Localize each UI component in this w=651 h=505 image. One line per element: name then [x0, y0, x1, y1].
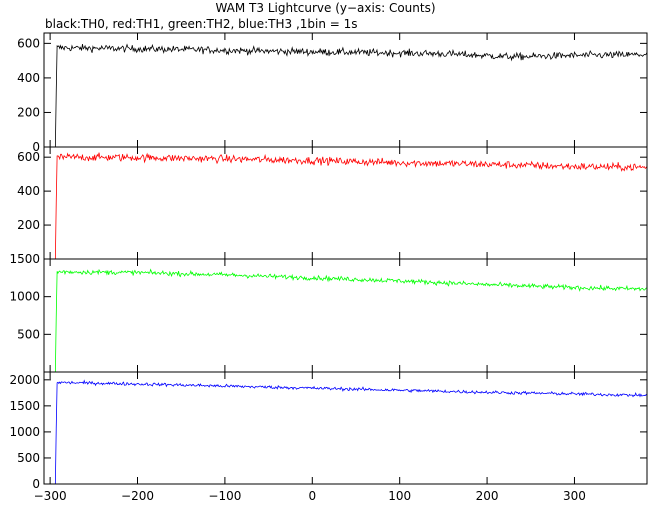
x-tick-label: 0 [308, 489, 316, 503]
y-tick-label: 600 [17, 150, 40, 164]
y-tick-label: 1000 [9, 425, 40, 439]
x-tick-label: −100 [208, 489, 241, 503]
y-tick-label: 500 [17, 451, 40, 465]
x-tick-label: 200 [476, 489, 499, 503]
y-tick-label: 400 [17, 184, 40, 198]
y-tick-label: 200 [17, 105, 40, 119]
x-tick-label: 100 [388, 489, 411, 503]
y-tick-label: 1500 [9, 252, 40, 266]
x-tick-label: −200 [121, 489, 154, 503]
series-line-th1 [50, 152, 648, 260]
panel-frame-th2 [43, 258, 648, 373]
x-tick-label: 300 [563, 489, 586, 503]
chart-subtitle: black:TH0, red:TH1, green:TH2, blue:TH3 … [45, 17, 358, 31]
y-tick-label: 0 [32, 140, 40, 154]
series-line-th3 [50, 379, 648, 485]
y-tick-label: 400 [17, 71, 40, 85]
series-line-th2 [50, 268, 648, 373]
y-tick-label: 0 [32, 477, 40, 491]
series-line-th0 [50, 43, 648, 148]
panel-frame-th3 [43, 371, 648, 485]
y-tick-label: 1000 [9, 290, 40, 304]
chart-title: WAM T3 Lightcurve (y−axis: Counts) [215, 1, 436, 15]
y-tick-label: 1500 [9, 399, 40, 413]
y-tick-label: 2000 [9, 373, 40, 387]
y-tick-label: 200 [17, 218, 40, 232]
y-tick-label: 500 [17, 327, 40, 341]
y-tick-label: 600 [17, 36, 40, 50]
x-tick-label: −300 [34, 489, 67, 503]
